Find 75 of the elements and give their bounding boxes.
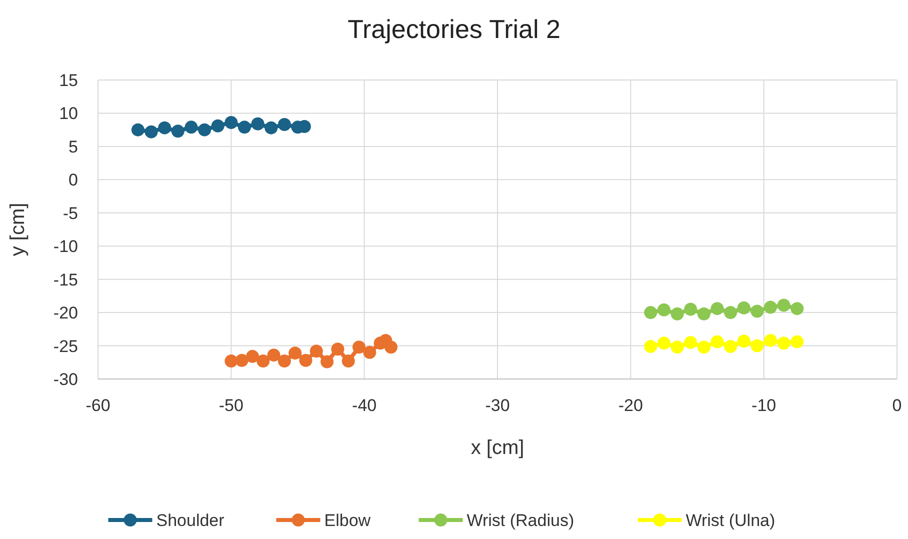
- y-tick-label: -25: [53, 336, 78, 356]
- point: [158, 121, 172, 134]
- point: [288, 346, 302, 360]
- legend-label: Wrist (Radius): [466, 511, 574, 530]
- y-tick-label: 5: [68, 137, 78, 156]
- point: [384, 340, 398, 354]
- point: [684, 336, 698, 349]
- point: [777, 298, 790, 312]
- point: [737, 301, 750, 314]
- y-tick-label: -15: [53, 270, 78, 290]
- point: [657, 336, 670, 350]
- point: [131, 123, 144, 136]
- point: [342, 354, 355, 368]
- point: [750, 339, 764, 352]
- point: [737, 334, 750, 348]
- legend-label: Wrist (Ulna): [686, 511, 776, 530]
- point: [363, 346, 376, 359]
- point: [251, 117, 264, 130]
- point: [724, 340, 738, 353]
- point: [657, 303, 670, 316]
- point: [710, 335, 724, 348]
- point: [267, 348, 280, 362]
- y-tick-label: 0: [68, 170, 78, 190]
- chart-title: Trajectories Trial 2: [348, 14, 560, 44]
- x-tick-label: -40: [352, 396, 377, 415]
- x-tick-label: 0: [892, 396, 902, 415]
- point: [750, 304, 764, 318]
- point: [644, 340, 658, 353]
- point: [710, 302, 724, 316]
- point: [198, 123, 212, 136]
- x-tick-label: -10: [752, 396, 776, 415]
- point: [211, 119, 224, 132]
- point: [764, 334, 777, 347]
- point: [171, 124, 184, 138]
- point: [790, 335, 804, 348]
- y-tick-label: -10: [53, 237, 78, 256]
- y-tick-label: -20: [53, 304, 78, 323]
- point: [278, 118, 291, 132]
- point: [670, 307, 684, 320]
- y-tick-label: -5: [62, 204, 78, 223]
- y-tick-label: 10: [59, 104, 78, 124]
- point: [235, 354, 248, 367]
- point: [331, 342, 344, 356]
- point: [278, 354, 291, 368]
- point: [264, 121, 278, 134]
- x-tick-label: -30: [485, 396, 510, 415]
- point: [697, 340, 710, 354]
- point: [238, 120, 251, 134]
- point: [670, 340, 684, 354]
- point: [310, 344, 323, 358]
- point: [246, 350, 259, 363]
- legend-label: Elbow: [324, 511, 372, 530]
- point: [777, 336, 790, 350]
- x-tick-label: -50: [218, 396, 244, 415]
- x-tick-label: -20: [618, 396, 643, 415]
- y-tick-label: 15: [59, 71, 78, 90]
- point: [184, 120, 198, 134]
- point: [697, 307, 710, 320]
- point: [144, 125, 158, 138]
- point: [684, 302, 698, 316]
- point: [790, 302, 804, 316]
- point: [764, 300, 777, 314]
- y-tick-label: -30: [53, 370, 78, 389]
- point: [256, 354, 270, 368]
- y-axis-title: y [cm]: [7, 202, 29, 256]
- point: [644, 306, 658, 320]
- point: [224, 354, 238, 368]
- x-tick-label: -60: [86, 396, 110, 415]
- point: [352, 340, 366, 354]
- x-axis-title: x [cm]: [470, 437, 524, 459]
- point: [724, 306, 738, 320]
- point: [224, 116, 238, 130]
- legend-label: Shoulder: [156, 511, 225, 530]
- point: [320, 355, 334, 368]
- point: [299, 354, 312, 367]
